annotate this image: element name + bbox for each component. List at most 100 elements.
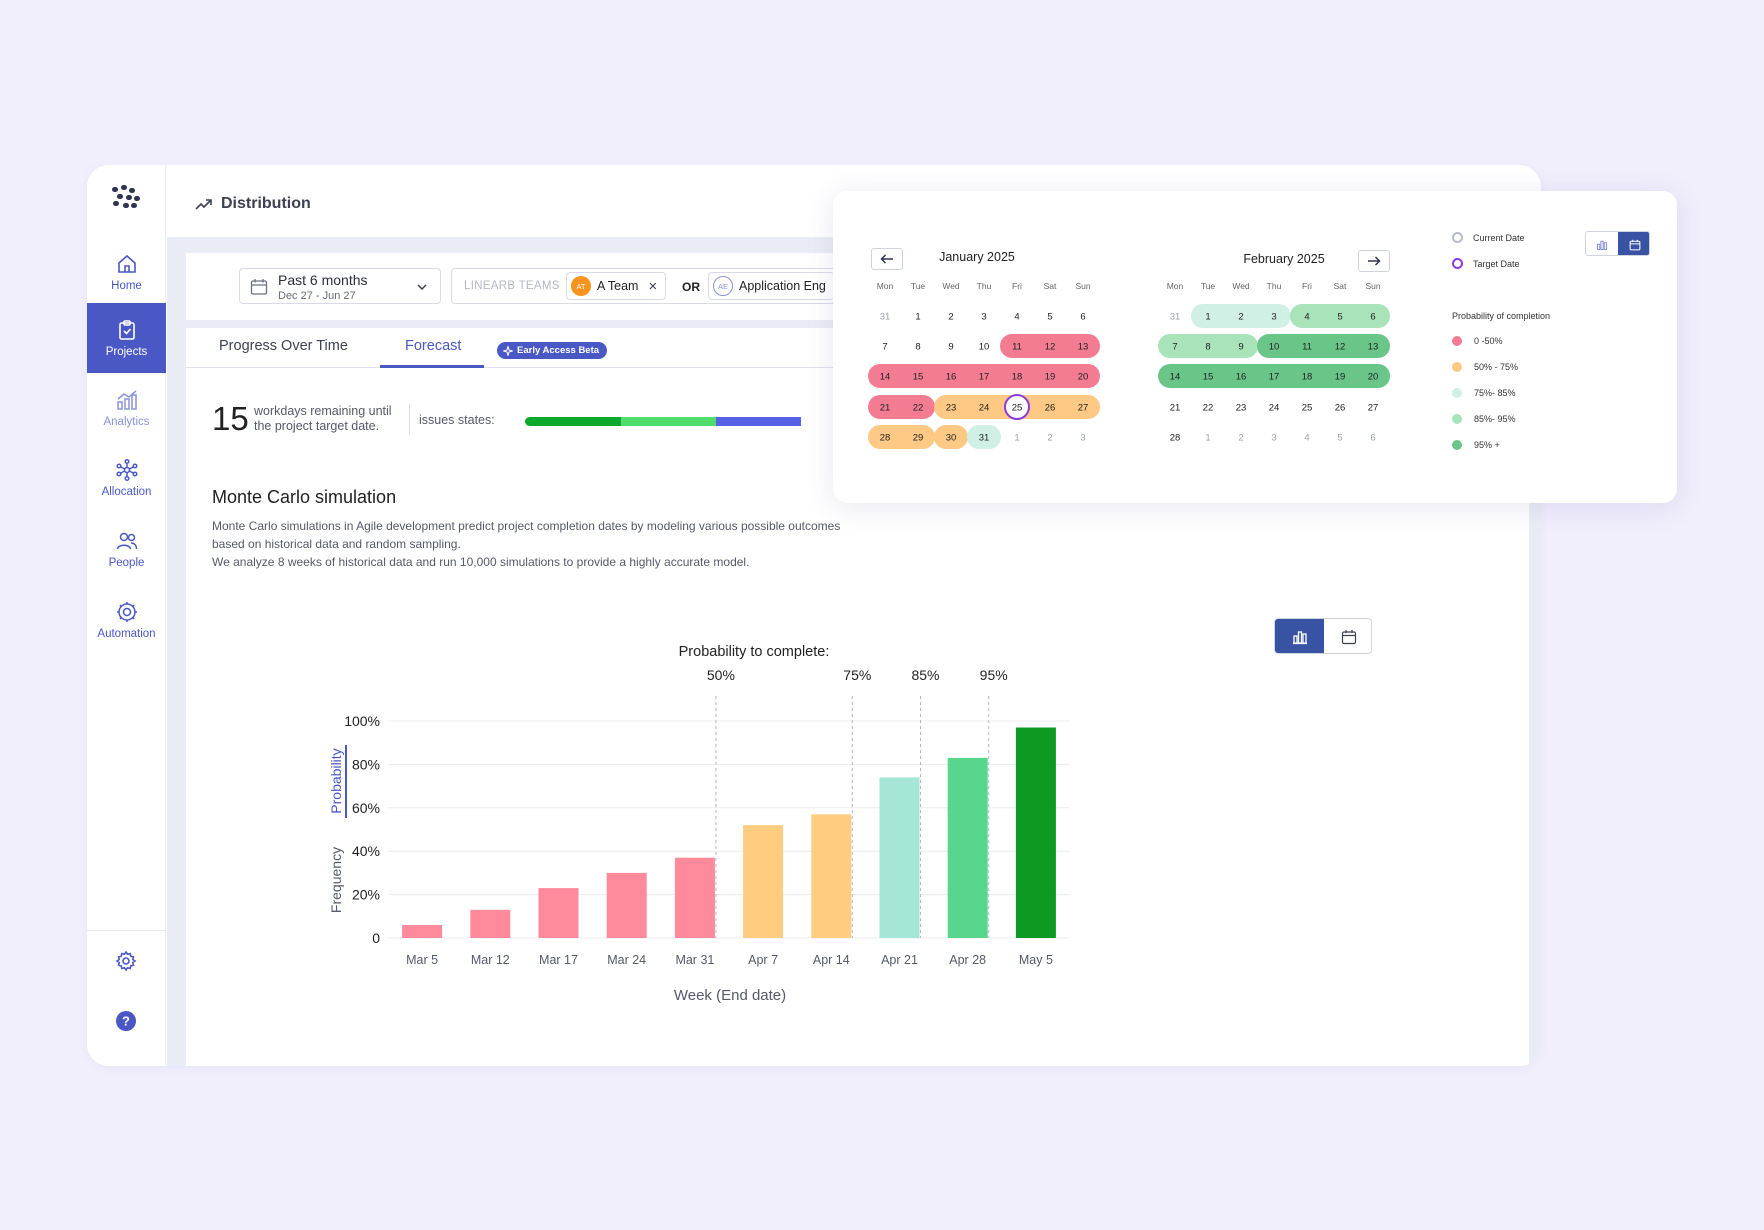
bar-mar-24 [606, 872, 647, 938]
calendar-day: 6 [1080, 312, 1085, 323]
early-access-badge: Early Access Beta [497, 342, 608, 359]
y-axis-label-frequency: Frequency [328, 847, 344, 913]
calendar-day: 15 [913, 372, 924, 383]
sidebar-divider [87, 930, 166, 931]
calendar-day: 25 [1302, 403, 1313, 414]
y-axis-label-probability: Probability [328, 748, 344, 813]
bar-apr-28 [947, 757, 988, 938]
target-date-ring [1004, 394, 1030, 420]
month-title: February 2025 [1243, 252, 1324, 266]
date-range-picker[interactable]: Past 6 months Dec 27 - Jun 27 [239, 268, 441, 304]
prev-month-button[interactable] [871, 248, 903, 270]
teams-filter[interactable]: LINEARB TEAMS AT A Team × OR AE Applicat… [451, 268, 1011, 304]
bar-apr-7 [743, 825, 784, 938]
tab-progress-over-time[interactable]: Progress Over Time [219, 338, 348, 354]
settings-icon[interactable] [114, 949, 138, 973]
calendar-day: 15 [1203, 372, 1214, 383]
nav-allocation[interactable]: Allocation [87, 443, 166, 513]
calendar-day: 2 [1238, 312, 1243, 323]
probability-bar-chart: 100% 80% 60% 40% 20% 0 Probability Frequency Mar… [328, 644, 1070, 1004]
calendar-day: 20 [1078, 372, 1089, 383]
y-tick-label: 40% [352, 843, 380, 859]
nav-analytics[interactable]: Analytics [87, 373, 166, 443]
legend-item-label: 95% + [1474, 440, 1500, 450]
bar-chart-view-button[interactable] [1275, 619, 1324, 653]
svg-text:?: ? [122, 1014, 130, 1029]
calendar-day: 5 [1047, 312, 1052, 323]
calendar-icon [250, 279, 268, 295]
calendar-day: 5 [1337, 433, 1342, 444]
calendar-view-button[interactable] [1324, 619, 1371, 653]
people-icon [116, 532, 137, 550]
threshold-label: 75% [843, 667, 871, 683]
calendar-day: 31 [979, 433, 990, 444]
threshold-label: 95% [980, 667, 1008, 683]
active-tab-indicator [380, 365, 484, 368]
or-separator: OR [682, 280, 700, 294]
chart-title: Probability to complete: [679, 644, 830, 660]
threshold-label: 50% [707, 667, 735, 683]
x-tick-label: Apr 21 [881, 953, 918, 967]
issues-state-bar-progress [621, 417, 716, 426]
popup-calendar-button[interactable] [1618, 232, 1649, 255]
legend-prob-title: Probability of completion [1452, 311, 1550, 321]
linearb-logo [112, 185, 140, 208]
calendar-day: 28 [1170, 433, 1181, 444]
calendar-day: 28 [880, 433, 891, 444]
month-title: January 2025 [939, 250, 1015, 264]
nav-people-label: People [108, 557, 145, 569]
calendar-day: 1 [915, 312, 920, 323]
x-tick-label: Mar 31 [675, 953, 714, 967]
weekday-label: Sun [1075, 281, 1090, 291]
legend-swatch [1452, 336, 1462, 346]
calendar-day: 27 [1078, 403, 1089, 414]
calendar-day: 11 [1012, 342, 1022, 353]
x-tick-label: Mar 24 [607, 953, 646, 967]
legend-item-label: 50% - 75% [1474, 362, 1519, 372]
popup-view-toggle [1585, 231, 1650, 256]
team-chip-name: Application Eng [739, 279, 826, 293]
team-chip-a-team[interactable]: AT A Team × [566, 272, 667, 300]
help-icon[interactable]: ? [114, 1009, 138, 1033]
calendar-popup: January 2025 Mon Tue Wed Thu Fri Sat Sun 31 1 2 3 4 5… [833, 191, 1677, 503]
nav-people[interactable]: People [87, 514, 166, 584]
calendar-day: 21 [1170, 403, 1181, 414]
page-title: Distribution [195, 195, 311, 213]
calendar-day: 13 [1368, 342, 1379, 353]
popup-bar-chart-button[interactable] [1586, 232, 1618, 255]
bar-mar-5 [402, 924, 443, 938]
calendar-day: 14 [880, 372, 891, 383]
monte-carlo-title: Monte Carlo simulation [212, 487, 397, 507]
current-date-marker [1452, 232, 1463, 243]
team-chip-application-eng[interactable]: AE Application Eng [708, 272, 834, 300]
close-icon[interactable]: × [648, 277, 658, 295]
weekday-label: Tue [1201, 281, 1216, 291]
bar-apr-21 [879, 777, 920, 938]
calendar-day: 10 [1269, 342, 1280, 353]
nav-home[interactable]: Home [87, 237, 166, 307]
weekday-label: Thu [1267, 281, 1282, 291]
calendar-day: 16 [946, 372, 957, 383]
page-title-text: Distribution [221, 195, 311, 212]
nav-automation[interactable]: Automation [87, 585, 166, 655]
tab-forecast[interactable]: Forecast [405, 338, 462, 354]
workdays-count: 15 [212, 400, 249, 437]
legend-item: 0 -50% [1452, 336, 1503, 346]
calendar-icon [1629, 239, 1640, 250]
calendar-day: 20 [1368, 372, 1379, 383]
calendar-day: 17 [1269, 372, 1280, 383]
calendar-day: 16 [1236, 372, 1247, 383]
calendar-day: 30 [946, 433, 957, 444]
calendar-day: 3 [1271, 433, 1276, 444]
nav-projects[interactable]: Projects [87, 303, 166, 373]
weekday-label: Sun [1365, 281, 1380, 291]
date-range-pill [1158, 334, 1258, 358]
calendar-day: 19 [1045, 372, 1056, 383]
issues-states-label: issues states: [419, 413, 495, 427]
trend-up-icon [195, 199, 212, 210]
next-month-button[interactable] [1358, 250, 1390, 272]
calendar-day: 19 [1335, 372, 1346, 383]
issues-state-bar-todo [716, 417, 801, 426]
calendar-day: 31 [880, 312, 891, 323]
calendar-day: 2 [1047, 433, 1052, 444]
